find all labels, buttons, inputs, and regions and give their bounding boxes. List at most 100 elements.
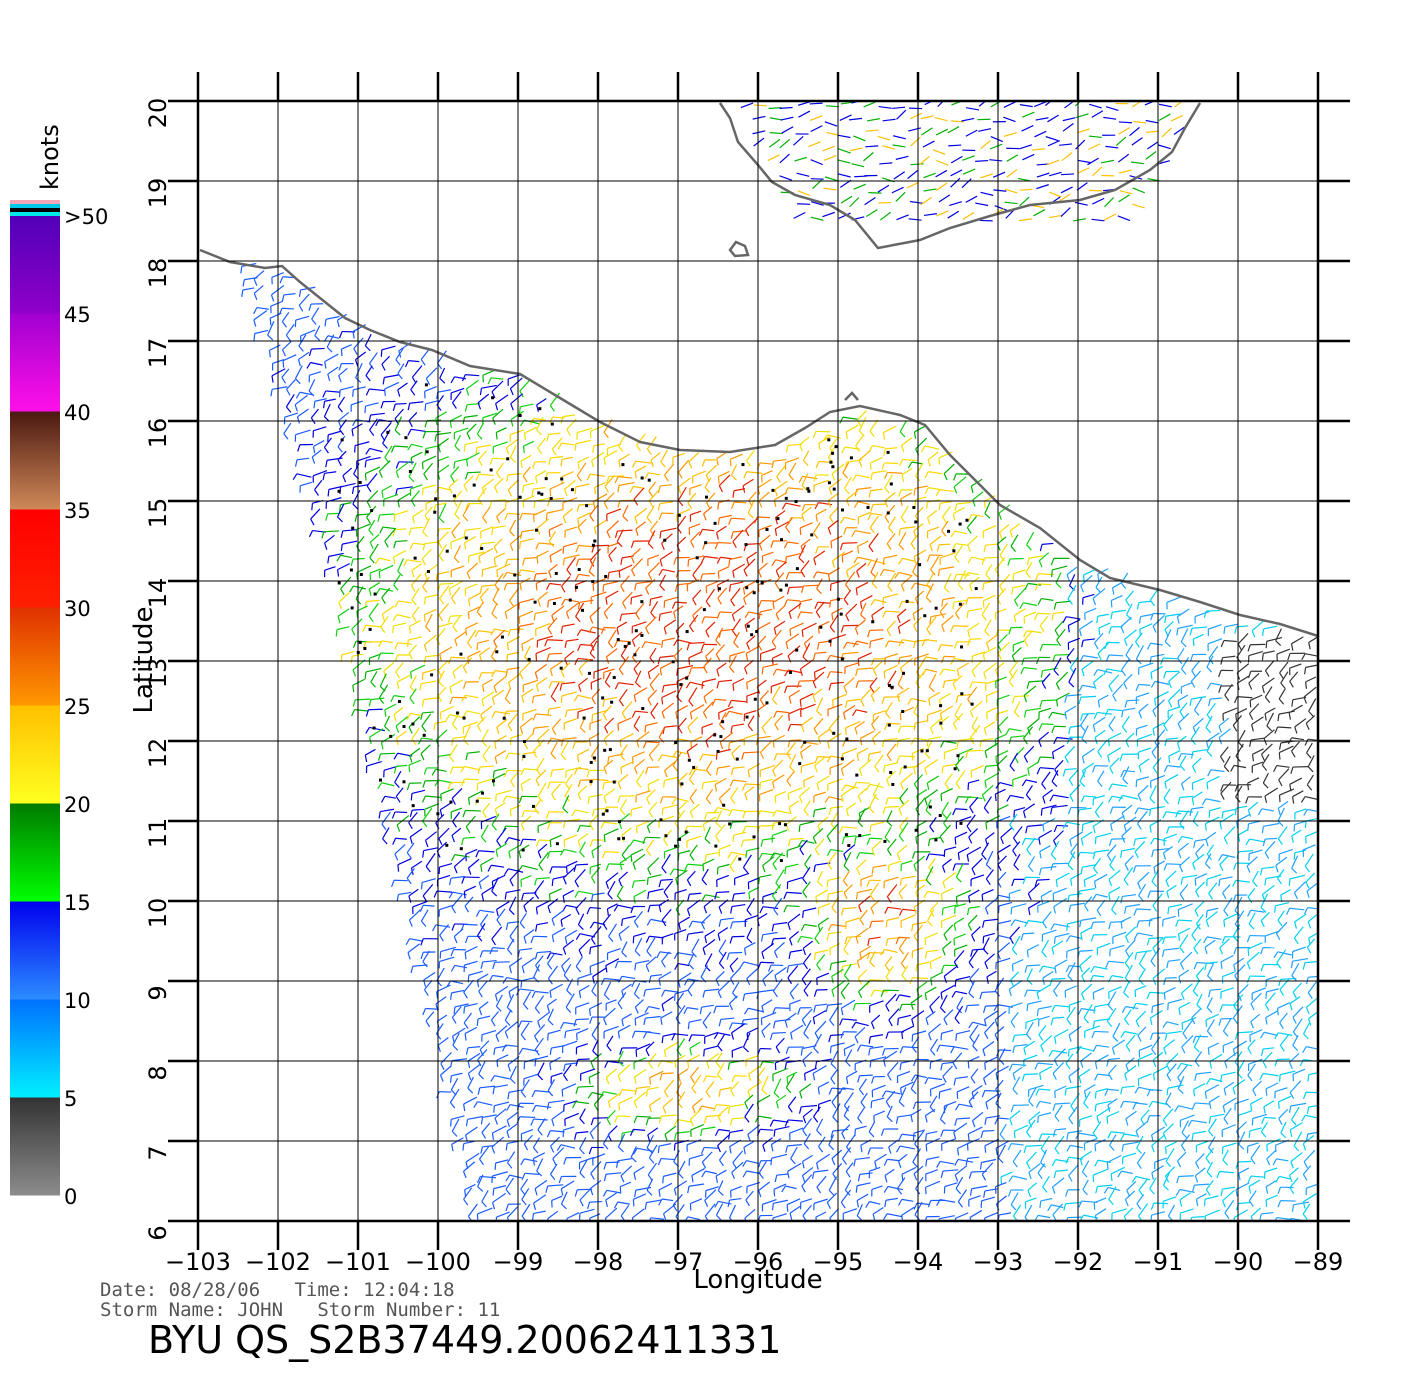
wind-barb bbox=[927, 709, 943, 716]
wind-barb bbox=[813, 728, 819, 736]
wind-barb bbox=[746, 937, 753, 944]
wind-barb bbox=[521, 637, 534, 645]
wind-barb bbox=[1277, 826, 1288, 840]
wind-barb bbox=[661, 908, 672, 921]
wind-barb bbox=[858, 450, 871, 461]
wind-barb bbox=[420, 744, 431, 755]
wind-barb bbox=[717, 863, 730, 869]
wind-barb bbox=[901, 875, 916, 880]
wind-barb bbox=[407, 443, 412, 451]
wind-barb bbox=[425, 378, 431, 385]
wind-barb bbox=[1251, 630, 1256, 638]
wind-barb bbox=[771, 658, 774, 666]
wind-barb bbox=[650, 612, 656, 619]
wind-barb bbox=[929, 544, 933, 552]
wind-barb bbox=[856, 960, 860, 968]
wind-barb bbox=[673, 952, 679, 960]
wind-barb bbox=[382, 827, 390, 840]
wind-barb bbox=[843, 835, 857, 838]
wind-barb bbox=[701, 894, 706, 902]
wind-barb bbox=[1097, 653, 1102, 661]
wind-barb bbox=[1094, 811, 1100, 819]
wind-barb bbox=[1136, 692, 1150, 698]
wind-barb bbox=[900, 517, 907, 524]
wind-barb bbox=[1305, 723, 1310, 730]
wind-barb bbox=[860, 699, 865, 707]
wind-barb bbox=[422, 576, 430, 588]
wind-barb bbox=[1277, 951, 1292, 956]
wind-barb bbox=[880, 948, 886, 956]
wind-barb bbox=[551, 918, 555, 926]
wind-barb bbox=[954, 641, 958, 649]
wind-barb bbox=[408, 412, 418, 422]
wind-barb bbox=[369, 534, 380, 543]
wind-barb bbox=[997, 694, 1010, 700]
wind-barb bbox=[1009, 926, 1021, 939]
wind-barb bbox=[684, 864, 689, 871]
wind-barb bbox=[998, 901, 1013, 907]
wind-barb bbox=[860, 602, 867, 615]
wind-barb bbox=[410, 451, 423, 459]
wind-barb bbox=[437, 874, 451, 880]
wind-barb bbox=[867, 513, 872, 521]
wind-barb bbox=[369, 728, 384, 738]
wind-barb bbox=[899, 878, 903, 886]
wind-barb bbox=[944, 655, 956, 658]
wind-barb bbox=[841, 446, 846, 454]
wind-barb bbox=[1083, 569, 1095, 576]
wind-barb bbox=[776, 809, 791, 815]
wind-barb bbox=[353, 557, 365, 560]
wind-barb bbox=[773, 922, 788, 926]
wind-barb bbox=[1067, 807, 1072, 815]
wind-barb bbox=[1278, 779, 1283, 787]
wind-barb bbox=[1034, 583, 1039, 591]
wind-barb bbox=[1261, 826, 1265, 834]
wind-barb bbox=[1294, 718, 1307, 728]
wind-barb bbox=[746, 542, 762, 545]
wind-barb bbox=[1280, 889, 1291, 896]
wind-barb bbox=[397, 642, 412, 645]
wind-barb bbox=[421, 548, 432, 560]
wind-barb bbox=[602, 913, 612, 925]
wind-barb bbox=[912, 921, 927, 926]
wind-barb bbox=[968, 828, 979, 838]
wind-barb bbox=[492, 689, 505, 699]
wind-barb bbox=[1218, 717, 1230, 727]
wind-barb bbox=[379, 564, 394, 572]
wind-barb bbox=[504, 770, 508, 778]
wind-barb bbox=[925, 866, 934, 881]
wind-barb bbox=[844, 700, 848, 708]
wind-barb bbox=[1094, 729, 1106, 738]
wind-barb bbox=[454, 434, 462, 447]
wind-barb bbox=[731, 744, 741, 754]
wind-barb bbox=[340, 576, 352, 590]
wind-barb bbox=[1111, 895, 1120, 910]
wind-barb bbox=[1107, 739, 1110, 747]
wind-barb bbox=[815, 601, 825, 613]
wind-barb bbox=[1055, 872, 1070, 881]
wind-barb bbox=[463, 891, 466, 899]
wind-barb bbox=[606, 508, 622, 515]
wind-barb bbox=[646, 950, 652, 957]
wind-barb bbox=[1138, 747, 1152, 753]
wind-barb bbox=[758, 543, 763, 551]
wind-barb bbox=[845, 784, 859, 789]
wind-barb bbox=[1093, 867, 1099, 875]
wind-barb bbox=[619, 740, 622, 748]
wind-barb bbox=[495, 802, 506, 810]
wind-barb bbox=[365, 375, 371, 382]
wind-barb bbox=[451, 738, 454, 746]
wind-barb bbox=[1007, 558, 1011, 566]
wind-barb bbox=[967, 622, 980, 631]
wind-barb bbox=[452, 821, 457, 828]
wind-barb bbox=[984, 907, 989, 915]
wind-barb bbox=[562, 497, 578, 504]
wind-barb bbox=[1150, 665, 1164, 673]
wind-barb bbox=[1056, 692, 1070, 701]
wind-barb bbox=[720, 556, 732, 560]
wind-barb bbox=[496, 570, 499, 578]
wind-barb bbox=[785, 863, 799, 868]
wind-barb bbox=[1276, 933, 1281, 941]
wind-barb bbox=[803, 907, 817, 912]
wind-barb bbox=[548, 706, 561, 710]
